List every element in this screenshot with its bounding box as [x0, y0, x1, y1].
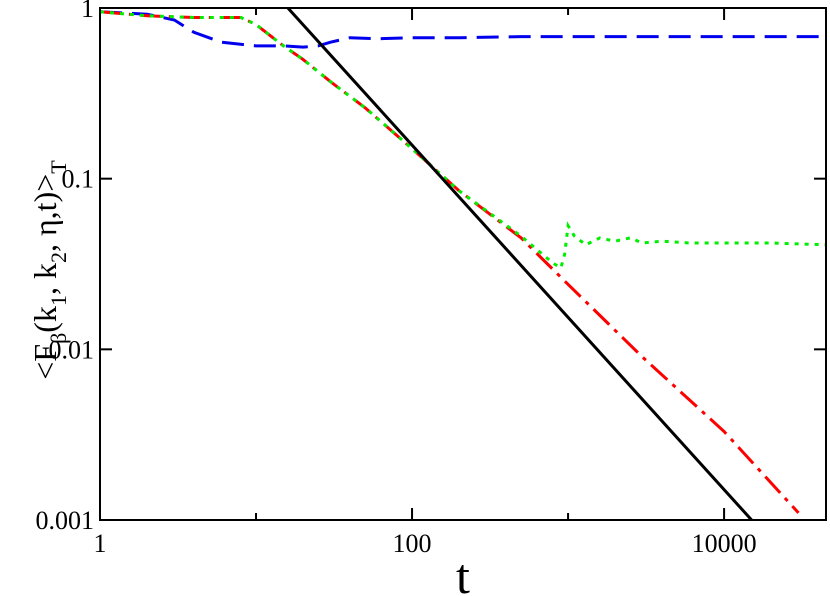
series-line-1 — [100, 10, 826, 49]
y-tick-label: 0.001 — [36, 506, 95, 535]
x-tick-label: 10000 — [692, 529, 757, 558]
y-axis-title: <Fβ(k1, k2, η,t)>T — [27, 160, 71, 380]
y-tick-label: 0.1 — [62, 165, 95, 194]
y-tick-label: 0.01 — [49, 335, 95, 364]
plot-lines — [100, 8, 826, 520]
x-axis-title: t — [456, 548, 470, 596]
series-line-2 — [100, 10, 800, 514]
axis-ticks: 1 100 10000 1 0.1 0.01 0.001 — [36, 0, 826, 558]
x-tick-label: 100 — [393, 529, 432, 558]
series-line-4 — [286, 8, 753, 520]
x-tick-label: 1 — [94, 529, 107, 558]
y-tick-label: 1 — [81, 0, 94, 23]
series-line-3 — [100, 10, 826, 271]
plot-frame — [99, 7, 827, 521]
